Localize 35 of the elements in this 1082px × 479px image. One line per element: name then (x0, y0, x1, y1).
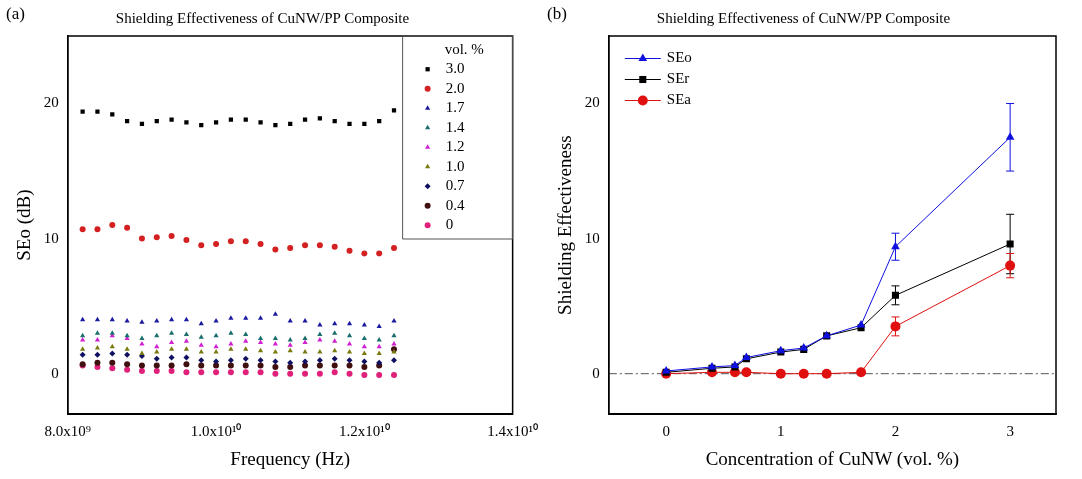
y-tick-label: 0 (51, 364, 59, 381)
x-tick-label: 8.0x10⁹ (44, 423, 92, 440)
legend-label: 0 (445, 216, 454, 233)
legend-label: SEa (666, 91, 692, 108)
x-axis-title: Concentration of CuNW (vol. %) (705, 447, 960, 470)
legend-label: 2.0 (445, 79, 465, 96)
text: (b) (547, 4, 567, 24)
legend-label: 0.7 (445, 177, 465, 194)
legend-title: vol. % (444, 40, 484, 57)
y-tick-label: 20 (43, 94, 59, 111)
legend-label: 1.7 (445, 99, 465, 116)
x-tick-label: 2 (891, 423, 900, 440)
legend-label: SEr (666, 70, 690, 87)
x-axis-title: Frequency (Hz) (230, 447, 351, 470)
y-tick-label: 0 (592, 364, 600, 381)
y-axis-title: Shielding Effectiveness (554, 135, 576, 315)
y-axis-title: SEo (dB) (13, 189, 36, 261)
chart-title: Shielding Effectiveness of CuNW/PP Composite (656, 9, 951, 26)
legend-label: 0.4 (445, 196, 465, 213)
y-tick-label: 20 (584, 94, 600, 111)
x-tick-label: 1.0x10¹⁰ (190, 423, 242, 440)
legend-label: 1.4 (445, 118, 465, 135)
x-tick-label: 1.2x10¹⁰ (338, 423, 390, 440)
legend-label: SEo (666, 49, 692, 66)
x-tick-label: 1 (777, 423, 785, 440)
x-tick-label: 3 (1006, 423, 1014, 440)
y-tick-label: 10 (584, 229, 600, 246)
x-tick-label: 0 (662, 423, 670, 440)
text: (a) (6, 4, 25, 24)
chart-title: Shielding Effectiveness of CuNW/PP Composite (115, 9, 410, 26)
x-tick-label: 1.4x10¹⁰ (487, 423, 538, 440)
y-tick-label: 10 (43, 229, 59, 246)
legend-label: 1.0 (445, 157, 465, 174)
legend-label: 1.2 (445, 138, 465, 155)
legend-label: 3.0 (445, 60, 465, 77)
